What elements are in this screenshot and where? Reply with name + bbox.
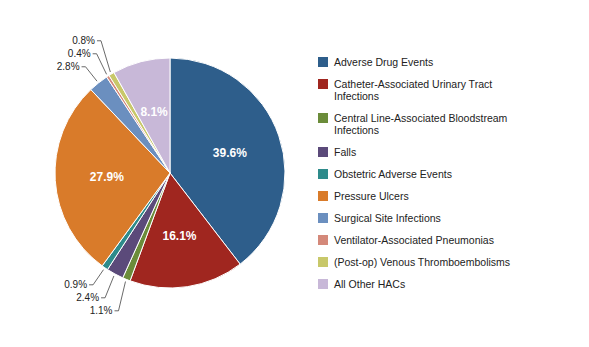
legend-swatch	[318, 79, 328, 89]
legend-label: Central Line-Associated BloodstreamInfec…	[334, 112, 508, 136]
data-label: 2.8%	[57, 61, 80, 72]
legend-swatch	[318, 191, 328, 201]
data-label: 2.4%	[76, 292, 99, 303]
leader-line	[101, 276, 114, 298]
legend-label: Obstetric Adverse Events	[334, 168, 452, 180]
leader-line	[97, 41, 110, 72]
legend: Adverse Drug Events Catheter-Associated U…	[318, 56, 510, 290]
data-label: 0.9%	[64, 279, 87, 290]
legend-swatch	[318, 279, 328, 289]
legend-label: Ventilator-Associated Pneumonias	[334, 234, 494, 246]
legend-swatch	[318, 213, 328, 223]
data-label: 27.9%	[90, 170, 124, 184]
legend-label: Catheter-Associated Urinary TractInfecti…	[334, 78, 492, 102]
slice	[55, 90, 170, 266]
legend-swatch	[318, 169, 328, 179]
data-label: 0.4%	[68, 48, 91, 59]
legend-swatch	[318, 113, 328, 123]
legend-label: Pressure Ulcers	[334, 190, 409, 202]
legend-label: Falls	[334, 146, 356, 158]
legend-label: All Other HACs	[334, 278, 405, 290]
data-label: 1.1%	[90, 305, 113, 316]
legend-swatch	[318, 147, 328, 157]
legend-swatch	[318, 235, 328, 245]
leader-line	[93, 54, 107, 75]
chart: 39.6% 16.1% 27.9% 8.1% 1.1% 2.4% 0.9% 2.8% 0.4% 0…	[0, 0, 589, 347]
slice	[114, 58, 170, 173]
legend-label: (Post-op) Venous Thromboembolisms	[334, 256, 510, 268]
legend-swatch	[318, 257, 328, 267]
slices	[55, 58, 285, 288]
legend-label: Surgical Site Infections	[334, 212, 441, 224]
data-label: 39.6%	[213, 146, 247, 160]
legend-swatch	[318, 57, 328, 67]
data-label: 16.1%	[162, 229, 196, 243]
data-label: 0.8%	[72, 35, 95, 46]
leader-line	[115, 282, 126, 311]
legend-label: Adverse Drug Events	[334, 56, 433, 68]
data-labels: 39.6% 16.1% 27.9% 8.1% 1.1% 2.4% 0.9% 2.8% 0.4% 0…	[57, 35, 247, 316]
leader-line	[89, 270, 103, 285]
leader-line	[82, 67, 97, 81]
data-label: 8.1%	[140, 105, 168, 119]
